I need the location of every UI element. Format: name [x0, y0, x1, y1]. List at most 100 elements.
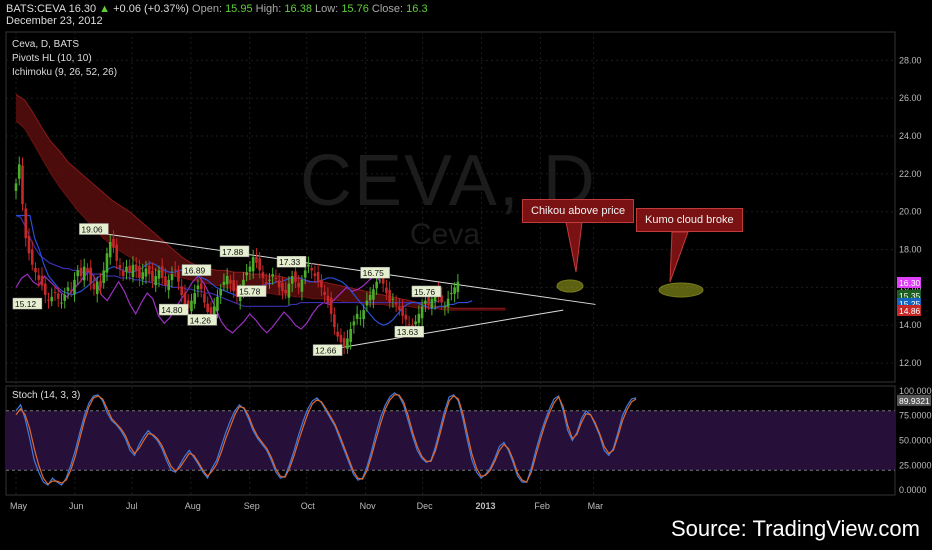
candle-body	[134, 264, 138, 271]
pivot-label: 15.76	[414, 287, 436, 297]
study-ichimoku[interactable]: Ichimoku (9, 26, 52, 26)	[12, 67, 118, 78]
stoch-legend[interactable]: Stoch (14, 3, 3)	[12, 390, 81, 401]
candle-body	[164, 276, 167, 286]
pivot-label-box	[276, 255, 307, 268]
candle-body	[196, 285, 200, 290]
candle-body	[359, 317, 362, 319]
y-tick-label: 28.00	[899, 55, 922, 65]
trendline-0	[95, 232, 596, 305]
candle-body	[50, 296, 54, 302]
candle-body	[333, 314, 336, 328]
candle-body	[287, 283, 291, 298]
change-up-icon: ▲	[99, 3, 111, 15]
price-label: 14.86	[899, 306, 921, 316]
candle-body	[294, 271, 297, 282]
candle-body	[56, 293, 60, 299]
pivot-label: 12.66	[315, 346, 337, 356]
candle-body	[248, 266, 252, 272]
candle-body	[173, 269, 177, 271]
candle-body	[216, 296, 219, 311]
candle-body	[79, 267, 83, 277]
candle-body	[108, 242, 112, 258]
candle-body	[297, 282, 300, 288]
stoch-band	[6, 410, 895, 471]
x-tick-label: Jun	[69, 501, 84, 511]
candle-body	[73, 279, 76, 295]
study-pivots[interactable]: Pivots HL (10, 10)	[12, 53, 92, 64]
candle-body	[147, 265, 151, 275]
candle-body	[316, 272, 320, 282]
candle-body	[365, 300, 369, 306]
close-value: 16.3	[406, 3, 428, 15]
x-tick-label: Aug	[185, 501, 201, 511]
pivot-label-box	[394, 325, 425, 338]
candle-body	[281, 283, 284, 292]
candle-body	[352, 321, 356, 326]
low-label: Low:	[315, 3, 339, 15]
candle-body	[17, 164, 21, 179]
study-main[interactable]: Ceva, D, BATS	[12, 39, 80, 50]
price-label: 15.25	[899, 299, 921, 309]
candle-body	[427, 297, 430, 305]
candle-body	[141, 272, 145, 280]
x-tick-label: Oct	[301, 501, 316, 511]
pivot-label-box	[236, 285, 267, 297]
candle-body	[232, 280, 235, 292]
candle-body	[303, 270, 307, 278]
pivot-label-box	[411, 285, 442, 298]
symbol: BATS:CEVA	[6, 3, 66, 15]
candle-body	[251, 257, 255, 272]
candle-body	[102, 270, 106, 283]
stoch-value-label: 89.9321	[899, 396, 930, 406]
pivot-label-box	[360, 266, 390, 279]
price-label: 16.30	[899, 278, 921, 288]
candle-body	[329, 297, 333, 314]
price-label-box	[897, 298, 921, 309]
y-tick-label: 26.00	[899, 93, 922, 103]
pivot-label: 14.26	[190, 315, 212, 325]
candle-body	[170, 274, 174, 281]
candle-body	[34, 268, 37, 273]
price-label: 15.35	[899, 291, 921, 301]
candle-body	[21, 165, 24, 205]
candle-body	[63, 294, 67, 301]
candle-body	[417, 313, 421, 323]
candle-body	[424, 300, 427, 304]
candle-body	[229, 279, 232, 284]
x-tick-label: 2013	[476, 501, 496, 511]
candle-body	[320, 279, 323, 288]
candle-body	[407, 324, 411, 326]
candle-body	[398, 306, 401, 311]
pivot-label: 17.88	[222, 247, 244, 257]
candle-body	[414, 321, 417, 325]
candle-body	[199, 283, 203, 290]
candle-body	[261, 272, 265, 278]
price-label-box	[897, 277, 921, 288]
candle-body	[222, 281, 226, 285]
candle-body	[362, 310, 365, 320]
y-tick-label: 12.00	[899, 358, 922, 368]
highlight-chikou	[556, 279, 584, 293]
candle-body	[183, 292, 187, 305]
candle-body	[394, 302, 398, 305]
main-panel	[5, 31, 896, 383]
open-value: 15.95	[225, 3, 253, 15]
candle-body	[264, 282, 268, 284]
candle-body	[245, 272, 248, 276]
pivot-label-box	[79, 223, 109, 235]
candle-body	[144, 268, 148, 277]
pivot-label: 15.12	[15, 299, 37, 309]
candle-body	[190, 300, 193, 312]
callout-kumo-pointer	[669, 231, 689, 283]
candle-body	[381, 278, 385, 284]
candle-body	[125, 266, 128, 272]
change: +0.06 (+0.37%)	[113, 3, 189, 15]
candle-body	[446, 298, 450, 307]
candle-body	[69, 290, 73, 292]
candle-body	[30, 249, 34, 265]
candle-body	[258, 258, 261, 271]
y-tick-label: 24.00	[899, 131, 922, 141]
y-tick-label: 22.00	[899, 169, 922, 179]
callout-kumo: Kumo cloud broke	[636, 208, 743, 232]
